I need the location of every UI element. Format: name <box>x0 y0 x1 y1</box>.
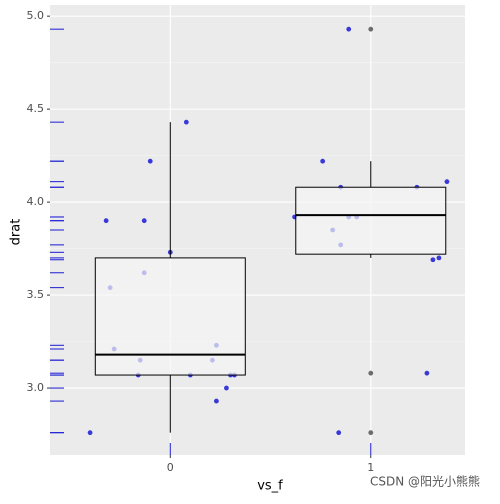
point <box>141 218 147 224</box>
x-axis-title: vs_f <box>257 479 283 494</box>
y-tick-label: 5.0 <box>27 9 45 22</box>
y-tick-label: 4.0 <box>27 195 45 208</box>
y-tick-label: 3.5 <box>27 288 45 301</box>
point <box>336 430 342 436</box>
point <box>147 158 153 164</box>
point <box>103 218 109 224</box>
point <box>224 385 229 391</box>
y-tick-label: 3.0 <box>27 381 45 394</box>
outlier <box>368 26 374 32</box>
box <box>94 257 246 376</box>
outlier <box>368 370 374 376</box>
point <box>183 119 189 125</box>
x-tick-label: 0 <box>167 461 174 474</box>
x-tick-label: 1 <box>367 461 374 474</box>
point <box>320 158 326 164</box>
point <box>424 370 430 376</box>
y-tick-label: 4.5 <box>27 102 45 115</box>
watermark: CSDN @阳光小熊熊 <box>370 474 480 489</box>
y-axis-title: drat <box>9 219 24 246</box>
point <box>430 257 436 263</box>
point <box>87 430 93 436</box>
point <box>214 398 219 404</box>
outlier <box>368 430 374 436</box>
point <box>346 26 352 32</box>
point <box>436 255 442 261</box>
point <box>444 179 450 185</box>
box <box>295 186 447 255</box>
